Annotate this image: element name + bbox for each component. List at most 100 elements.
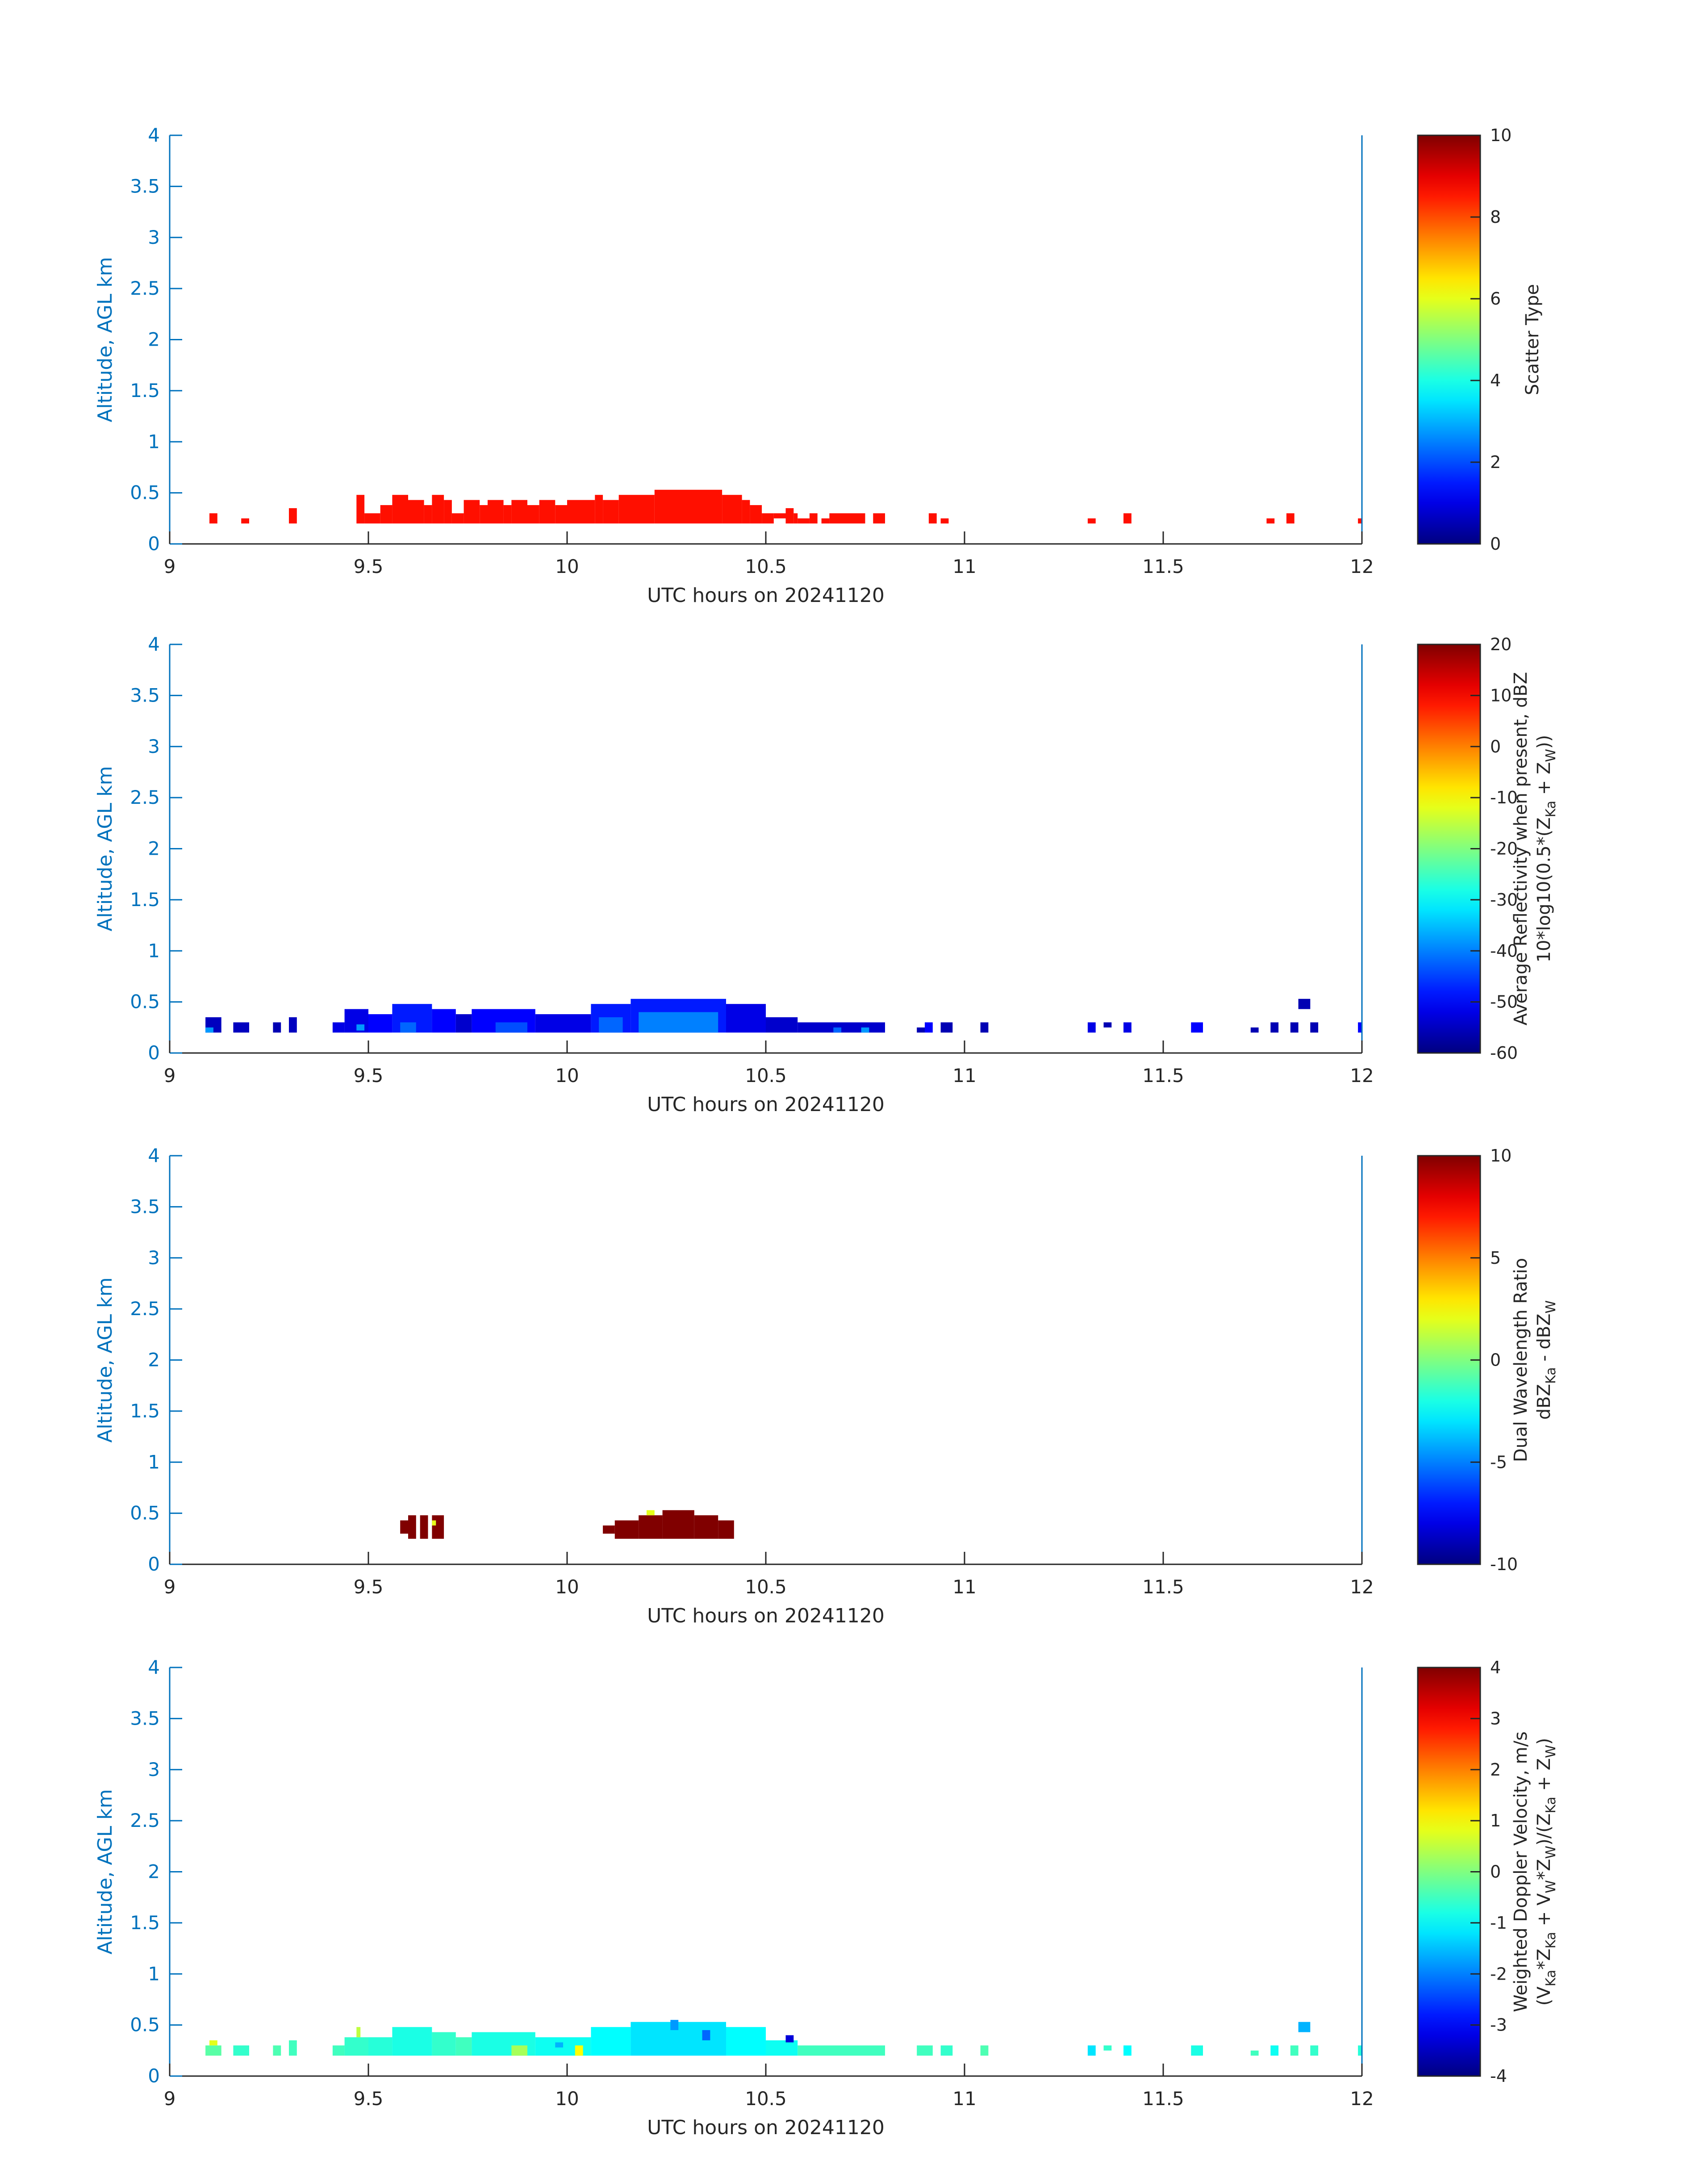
heatmap-cell bbox=[595, 495, 603, 524]
heatmap-cell bbox=[400, 1022, 416, 1033]
heatmap-cell bbox=[917, 1027, 925, 1033]
heatmap-cell bbox=[420, 1515, 428, 1539]
colorbar-label-line: dBZKa​ - dBZW​ bbox=[1534, 1300, 1559, 1420]
heatmap-cell bbox=[726, 2027, 766, 2056]
x-tick-label: 11.5 bbox=[1142, 2088, 1184, 2110]
heatmap-cell bbox=[575, 2045, 583, 2056]
heatmap-cell bbox=[980, 1022, 989, 1033]
heatmap-cell bbox=[289, 508, 297, 524]
heatmap-cell bbox=[925, 1022, 933, 1033]
heatmap-cell bbox=[639, 1012, 718, 1033]
heatmap-cell bbox=[766, 2040, 798, 2056]
x-axis-label: UTC hours on 20241120 bbox=[647, 584, 885, 607]
y-tick-label: 2 bbox=[148, 329, 160, 351]
colorbar-tick-label: -3 bbox=[1490, 2015, 1507, 2035]
colorbar-tick-label: 2 bbox=[1490, 452, 1501, 472]
x-tick-label: 11 bbox=[952, 1576, 976, 1598]
heatmap-cell bbox=[567, 500, 595, 524]
heatmap-cell bbox=[400, 1520, 408, 1534]
heatmap-cell bbox=[503, 505, 512, 524]
y-tick-label: 2 bbox=[148, 1349, 160, 1371]
y-tick-label: 2.5 bbox=[130, 1809, 160, 1831]
heatmap-cell bbox=[1310, 1022, 1319, 1033]
y-tick-label: 2.5 bbox=[130, 277, 160, 299]
heatmap-cell bbox=[209, 513, 217, 524]
axes: 00.511.522.533.549 9.5 10 10.5 11 11.5 12 bbox=[130, 1145, 1374, 1598]
heatmap-cell bbox=[603, 1525, 615, 1534]
heatmap-cell bbox=[455, 1014, 472, 1033]
y-tick-label: 3.5 bbox=[130, 684, 160, 706]
y-tick-label: 2.5 bbox=[130, 786, 160, 808]
colorbar-tick-label: -10 bbox=[1490, 1554, 1518, 1574]
colorbar: -60 -50 -40 -30 -20 -10 0 10 20 Average Reflectiv… bbox=[1417, 635, 1559, 1063]
heatmap-cell bbox=[722, 495, 742, 524]
y-tick-label: 1.5 bbox=[130, 1400, 160, 1422]
colorbar-label-line: (VKa​*ZKa​ + VW​*ZW​)/(ZKa​ + ZW​) bbox=[1534, 1738, 1559, 2006]
heatmap-cell bbox=[344, 2037, 368, 2056]
heatmap-cell bbox=[273, 2045, 281, 2056]
heatmap-cell bbox=[1358, 518, 1362, 524]
heatmap-cell bbox=[773, 513, 786, 518]
x-tick-label: 10 bbox=[555, 1065, 579, 1086]
y-tick-label: 0.5 bbox=[130, 991, 160, 1013]
colorbar-label-line: Average Reflectivity when present, dBZ bbox=[1511, 672, 1531, 1025]
axes: 00.511.522.533.549 9.5 10 10.5 11 11.5 12 bbox=[130, 1656, 1374, 2110]
colorbar-tick-label: 0 bbox=[1490, 1862, 1501, 1882]
heatmap-cell bbox=[455, 2037, 472, 2056]
heatmap-cell bbox=[1310, 2045, 1319, 2056]
y-tick-label: 0.5 bbox=[130, 482, 160, 504]
colorbar-tick-label: -50 bbox=[1490, 992, 1518, 1012]
heatmap-cell bbox=[289, 1017, 297, 1033]
heatmap-cell bbox=[555, 2042, 564, 2047]
heatmap-cells bbox=[209, 489, 1362, 524]
heatmap-cell bbox=[1191, 1022, 1203, 1033]
y-tick-label: 1.5 bbox=[130, 889, 160, 911]
colorbar: 0 2 4 6 8 10 Scatter Type bbox=[1417, 125, 1543, 554]
heatmap-cell bbox=[793, 513, 798, 524]
y-tick-label: 4 bbox=[148, 1656, 160, 1678]
colorbar-tick-label: 10 bbox=[1490, 1146, 1512, 1166]
heatmap-cell bbox=[1358, 1022, 1362, 1033]
colorbar-tick-label: 3 bbox=[1490, 1709, 1501, 1728]
heatmap-cell bbox=[408, 500, 424, 524]
heatmap-cell bbox=[241, 518, 249, 524]
heatmap-cell bbox=[1358, 2045, 1362, 2056]
heatmap-cell bbox=[451, 513, 464, 524]
heatmap-cell bbox=[1123, 2045, 1132, 2056]
heatmap-cell bbox=[356, 1024, 365, 1031]
x-tick-label: 10.5 bbox=[745, 2088, 787, 2110]
y-tick-label: 1 bbox=[148, 1963, 160, 1985]
colorbar-tick-label: -30 bbox=[1490, 890, 1518, 910]
heatmap-cell bbox=[821, 518, 830, 524]
colorbar-label-line: Dual Wavelength Ratio bbox=[1511, 1258, 1531, 1462]
heatmap-cell bbox=[1270, 2045, 1279, 2056]
colorbar-tick-label: 10 bbox=[1490, 125, 1512, 145]
y-tick-label: 3 bbox=[148, 1759, 160, 1780]
colorbar-tick-label: 4 bbox=[1490, 1658, 1501, 1677]
heatmap-cell bbox=[233, 1022, 249, 1033]
x-tick-label: 12 bbox=[1350, 1065, 1374, 1086]
heatmap-cell bbox=[432, 495, 444, 524]
heatmap-cell bbox=[432, 1515, 444, 1539]
heatmap-cell bbox=[654, 489, 722, 524]
heatmap-cells bbox=[400, 1510, 734, 1539]
y-axis-label: Altitude, AGL km bbox=[94, 257, 117, 422]
colorbar-tick-label: -4 bbox=[1490, 2066, 1507, 2086]
colorbar-tick-label: 20 bbox=[1490, 635, 1512, 654]
x-axis-label: UTC hours on 20241120 bbox=[647, 1605, 885, 1627]
y-tick-label: 0 bbox=[148, 1553, 160, 1575]
colorbar-tick-label: 0 bbox=[1490, 1350, 1501, 1370]
colorbar-tick-label: -40 bbox=[1490, 941, 1518, 961]
colorbar-tick-label: -60 bbox=[1490, 1043, 1518, 1063]
heatmap-cell bbox=[1103, 1022, 1112, 1028]
colorbar-tick-label: 0 bbox=[1490, 534, 1501, 554]
heatmap-cell bbox=[511, 2045, 527, 2056]
y-tick-label: 1 bbox=[148, 430, 160, 452]
x-tick-label: 12 bbox=[1350, 2088, 1374, 2110]
heatmap-cells bbox=[205, 999, 1362, 1033]
heatmap-cell bbox=[762, 513, 774, 524]
colorbar-tick-label: -10 bbox=[1490, 788, 1518, 807]
colorbar-gradient bbox=[1417, 1667, 1481, 2077]
